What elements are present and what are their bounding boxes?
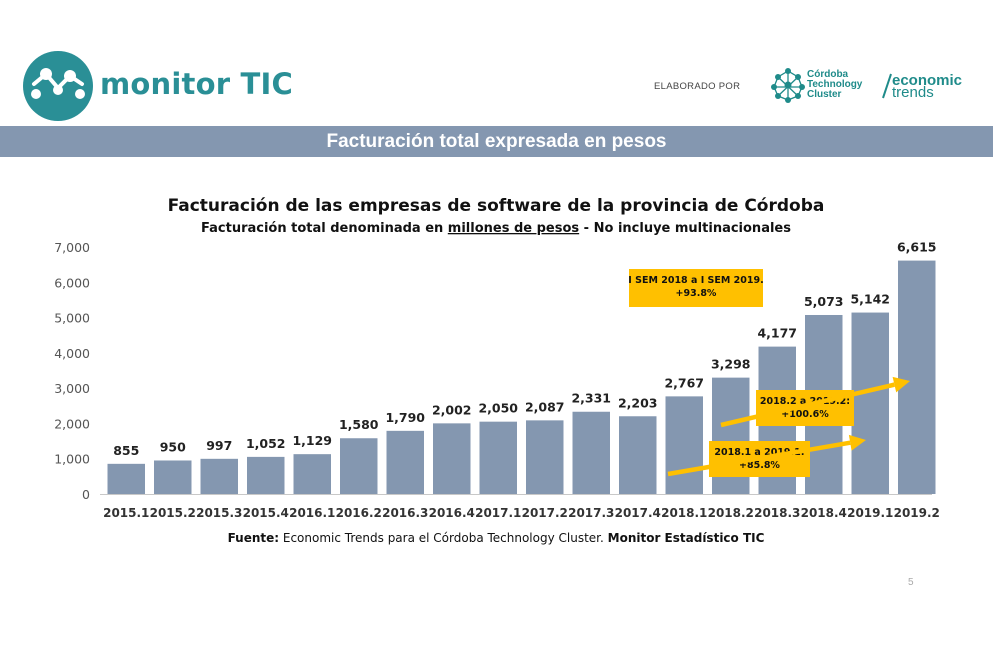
bar-value-label: 2,050 [478,401,518,416]
x-tick-label: 2018.2 [708,506,754,520]
bar-value-label: 950 [160,439,186,454]
bar-value-label: 2,002 [432,402,472,417]
bar-value-label: 1,129 [292,433,332,448]
y-tick-label: 3,000 [54,381,90,396]
x-tick-label: 2016.1 [289,506,335,520]
bar-value-label: 2,203 [618,395,658,410]
bar-value-label: 997 [206,438,232,453]
annotation-text: 2018.2 a 2019.2: [760,396,850,407]
elaborado-por-label: ELABORADO POR [654,81,741,92]
bar-value-label: 855 [113,443,139,458]
x-tick-label: 2019.1 [847,506,893,520]
bar-value-label: 5,142 [850,292,890,307]
bar [433,423,471,494]
y-tick-label: 0 [82,487,90,502]
economic-trends-slash-icon [882,73,892,99]
growth-arrow-head [892,376,910,393]
x-tick-label: 2015.4 [243,506,289,520]
bar-value-label: 3,298 [711,357,751,372]
bar [526,420,564,494]
x-tick-label: 2015.3 [196,506,242,520]
chart-source: Fuente: Economic Trends para el Córdoba … [228,531,765,545]
x-tick-label: 2017.3 [568,506,614,520]
monitor-tic-logo-icon [23,51,93,121]
growth-arrow-head [848,434,866,451]
annotation-box [629,269,763,307]
annotation-text: +93.8% [676,288,717,299]
x-tick-label: 2018.1 [661,506,707,520]
section-banner: Facturación total expresada en pesos [0,126,993,157]
x-tick-label: 2018.4 [801,506,847,520]
bar-value-label: 2,331 [571,391,611,406]
chart-title: Facturación de las empresas de software … [168,196,825,216]
y-tick-label: 1,000 [54,452,90,467]
bar-value-label: 6,615 [897,240,937,255]
y-tick-label: 6,000 [54,275,90,290]
bar [293,454,331,494]
bar [154,460,192,494]
y-tick-label: 5,000 [54,311,90,326]
bar-value-label: 2,767 [664,375,704,390]
page-number: 5 [908,577,914,588]
ctc-line-1: Córdoba [807,69,849,80]
bar [479,421,517,494]
bar-value-label: 1,580 [339,417,379,432]
y-tick-label: 2,000 [54,416,90,431]
ctc-name: Córdoba Technology Cluster [807,70,862,100]
x-tick-label: 2017.4 [615,506,661,520]
bar-value-label: 1,790 [385,410,425,425]
brand-name: monitor TIC [100,67,293,101]
x-tick-label: 2017.1 [475,506,521,520]
annotation-text: +85.8% [739,460,780,471]
economic-trends-bottom: trends [892,84,934,101]
cordoba-technology-cluster-icon [771,68,805,103]
x-tick-label: 2016.4 [429,506,475,520]
y-tick-label: 4,000 [54,346,90,361]
bar-value-label: 2,087 [525,399,565,414]
x-tick-label: 2018.3 [754,506,800,520]
bar-value-label: 1,052 [246,436,286,451]
bar [386,430,424,494]
bar [340,438,378,494]
bar [247,456,285,494]
annotation-text: 2018.1 a 2019.1: [714,447,804,458]
x-tick-label: 2015.1 [103,506,149,520]
x-tick-label: 2019.2 [894,506,940,520]
bar [200,458,238,494]
x-tick-label: 2017.2 [522,506,568,520]
ctc-line-2: Technology [807,79,863,90]
economic-trends-top: economic [892,72,963,89]
bar [665,396,703,494]
bar [851,312,889,494]
bar [107,463,145,494]
bar-value-label: 4,177 [757,326,797,341]
bar [619,416,657,494]
bar-value-label: 5,073 [804,294,844,309]
annotation-text: +100.6% [781,409,829,420]
growth-arrow-line [667,440,851,477]
growth-arrow-line [720,382,895,428]
y-tick-label: 7,000 [54,240,90,255]
ctc-line-3: Cluster [807,89,842,100]
bar [572,411,610,494]
annotation-text: I SEM 2018 a I SEM 2019. [628,275,763,286]
bar [898,260,936,494]
x-tick-label: 2016.3 [382,506,428,520]
chart-subtitle: Facturación total denominada en millones… [201,221,791,236]
x-tick-label: 2016.2 [336,506,382,520]
x-tick-label: 2015.2 [150,506,196,520]
